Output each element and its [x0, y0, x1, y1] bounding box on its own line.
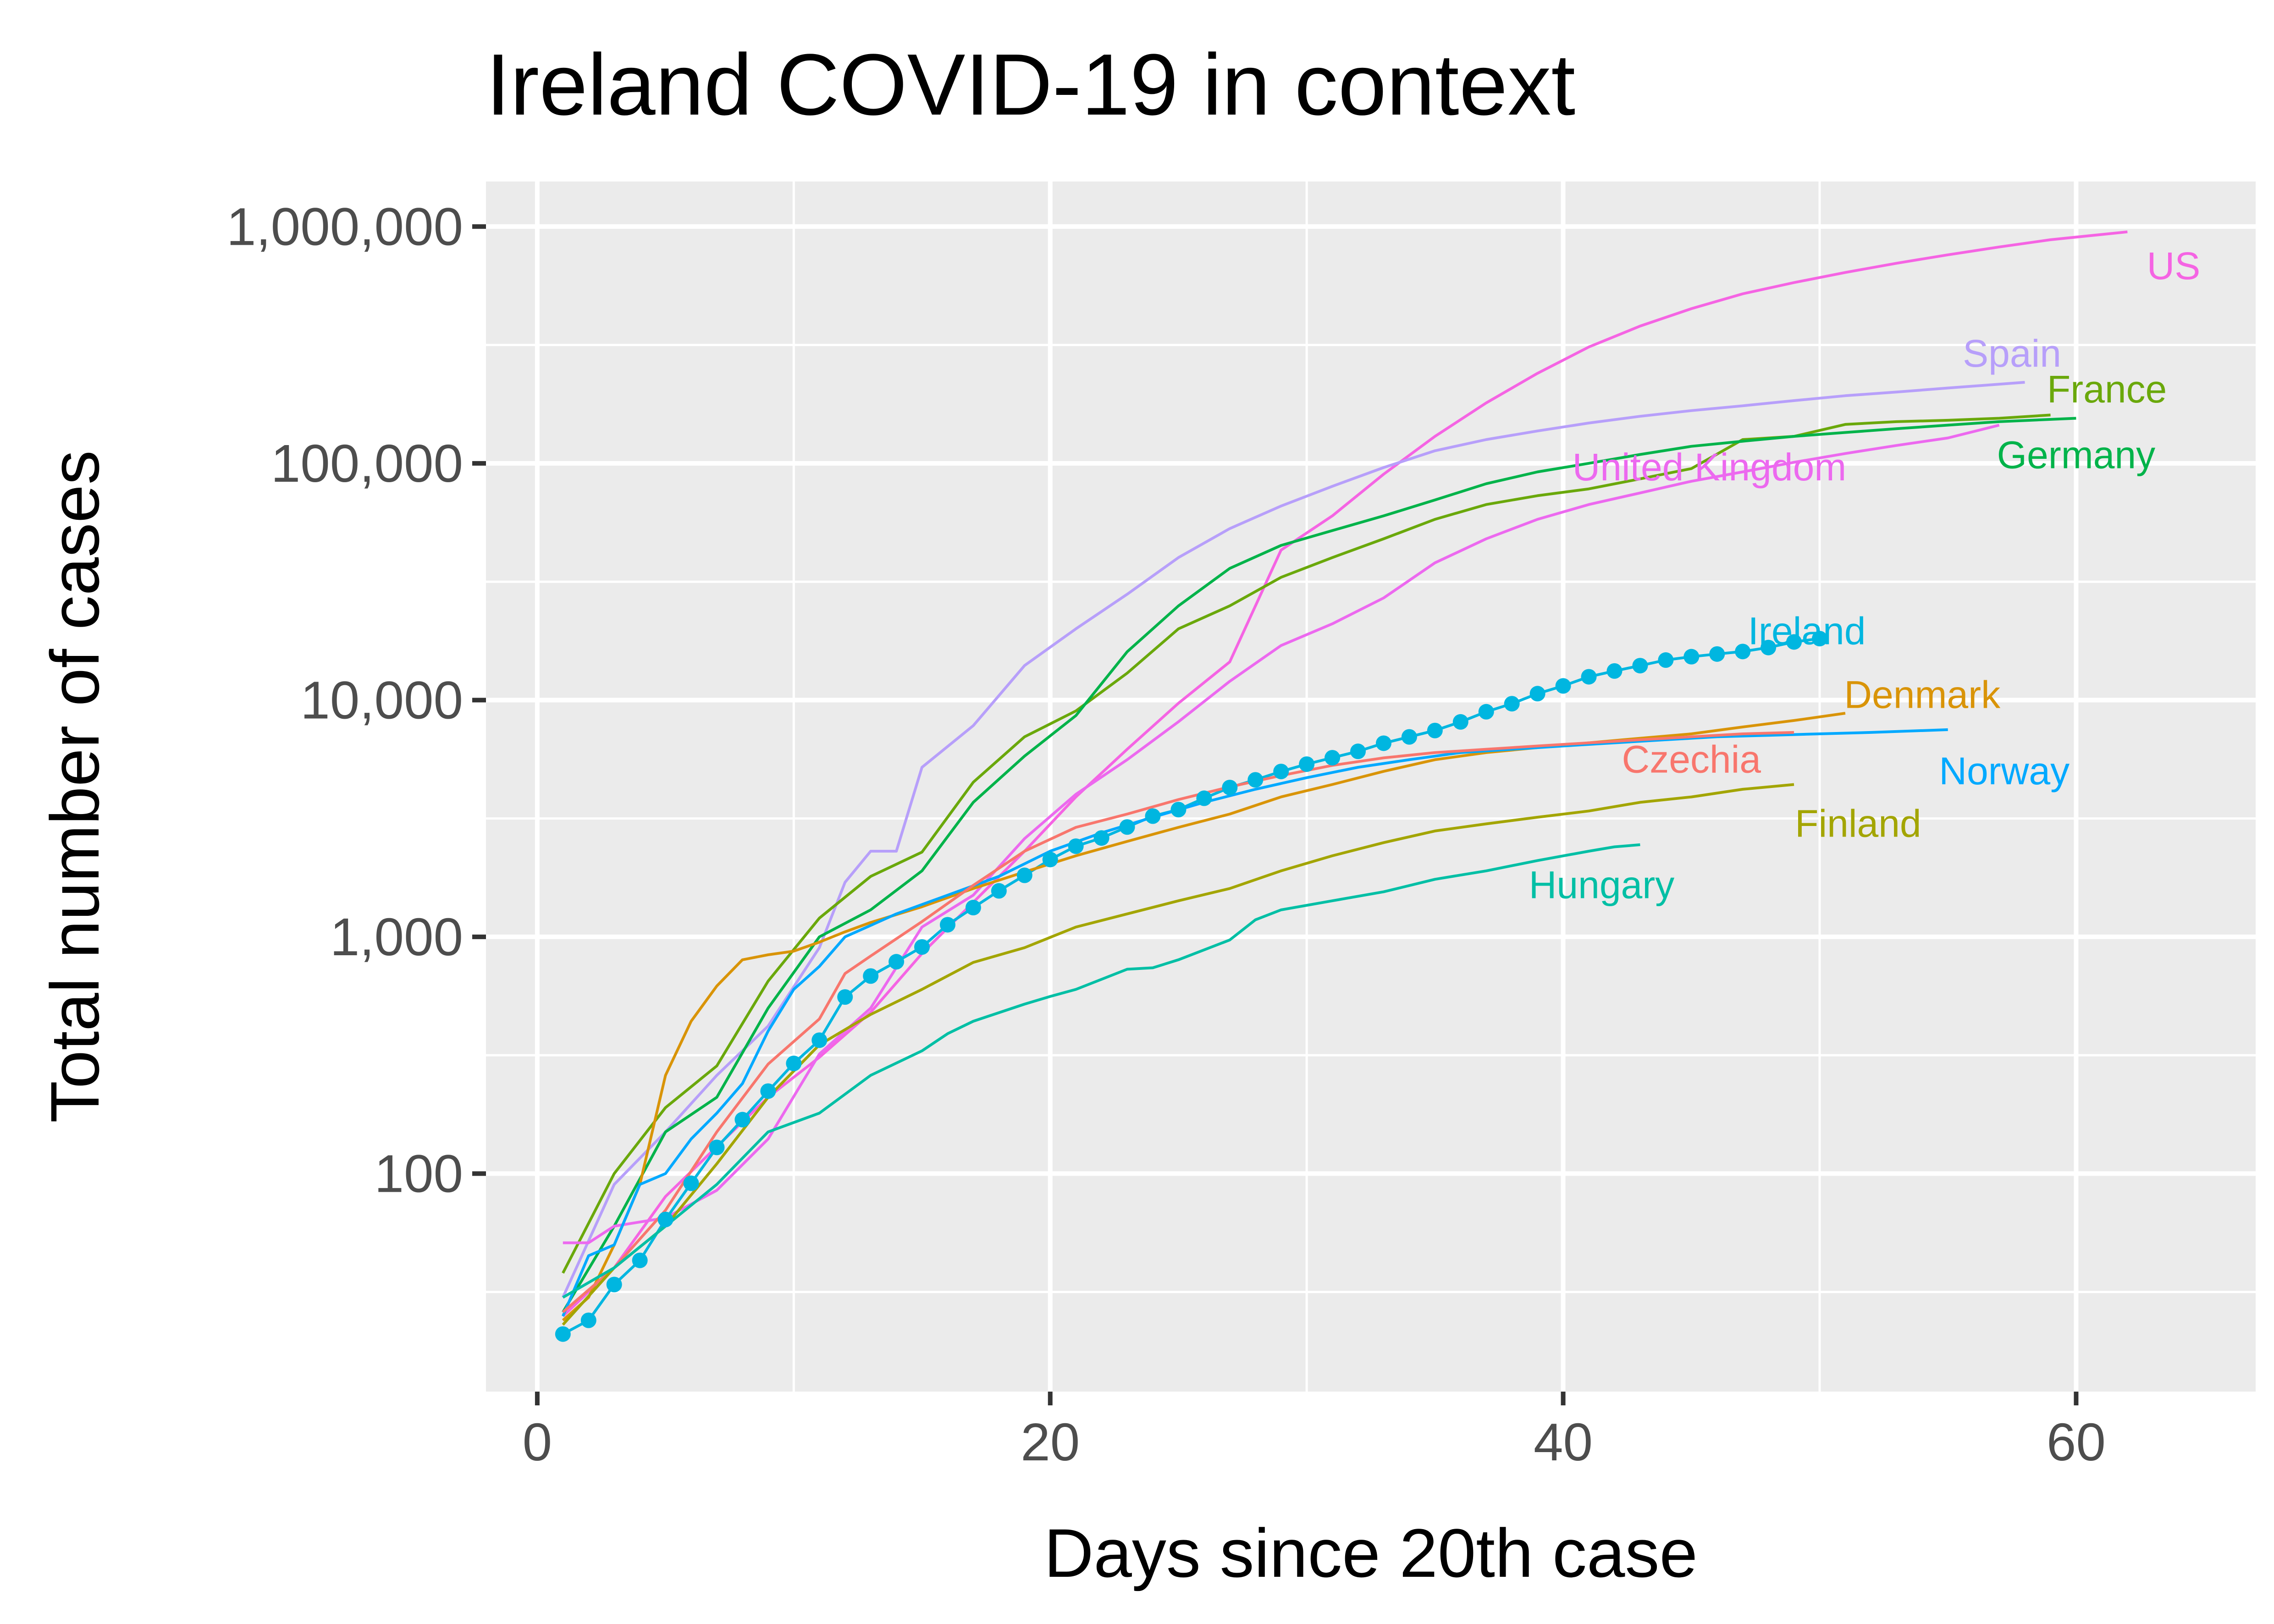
- y-tick-label: 1,000: [330, 907, 463, 967]
- x-tick-label: 60: [2047, 1412, 2106, 1472]
- y-tick-label: 10,000: [300, 670, 463, 730]
- axes: 0 20 40 60 100 1,000 10,000 100,000 1,000,000: [226, 197, 2106, 1472]
- series-point-ireland: [632, 1252, 648, 1268]
- grid: [486, 182, 2256, 1392]
- series-label-czechia: Czechia: [1622, 738, 1761, 781]
- series-point-ireland: [1581, 669, 1597, 685]
- series-point-ireland: [1273, 764, 1289, 780]
- series-point-ireland: [1452, 714, 1468, 730]
- series-point-ireland: [1068, 838, 1084, 854]
- series-point-ireland: [580, 1312, 596, 1328]
- series-point-ireland: [1683, 649, 1700, 665]
- series-line-spain: [562, 381, 2025, 1298]
- series-point-ireland: [734, 1112, 751, 1128]
- series-point-ireland: [1606, 663, 1623, 679]
- series-label-united-kingdom: United Kingdom: [1573, 446, 1847, 489]
- series-point-ireland: [1325, 750, 1341, 766]
- x-tick-label: 40: [1534, 1412, 1593, 1472]
- series-point-ireland: [1093, 830, 1109, 846]
- series-label-hungary: Hungary: [1529, 864, 1675, 907]
- series-label-spain: Spain: [1963, 332, 2061, 375]
- series-point-ireland: [914, 939, 930, 955]
- series-point-ireland: [1016, 867, 1032, 883]
- x-tick-label: 0: [523, 1412, 552, 1472]
- series-point-ireland: [1375, 735, 1391, 751]
- series-point-ireland: [939, 917, 955, 933]
- y-tick-label: 1,000,000: [226, 197, 463, 256]
- series-point-ireland: [760, 1083, 776, 1099]
- series-line-united-kingdom: [563, 424, 2000, 1244]
- series-point-ireland: [709, 1140, 725, 1156]
- series-point-ireland: [1632, 658, 1648, 674]
- series-point-ireland: [991, 883, 1007, 899]
- series-point-ireland: [1709, 646, 1725, 662]
- series-line-czechia: [562, 731, 1794, 1313]
- series-point-ireland: [1478, 704, 1494, 720]
- series-point-ireland: [1786, 634, 1802, 650]
- series-point-ireland: [683, 1175, 699, 1191]
- series-point-ireland: [889, 954, 905, 970]
- series-label-finland: Finland: [1795, 802, 1921, 845]
- series-point-ireland: [863, 968, 879, 984]
- series-point-ireland: [1350, 743, 1366, 760]
- series-point-ireland: [1504, 696, 1520, 712]
- series-point-ireland: [1170, 802, 1187, 818]
- plot-panel: [486, 182, 2256, 1392]
- series-label-france: France: [2047, 368, 2167, 411]
- series-point-ireland: [1247, 772, 1264, 788]
- series-line-germany: [562, 417, 2076, 1313]
- series-lines: [562, 230, 2128, 1336]
- chart-title: Ireland COVID-19 in context: [486, 36, 1575, 133]
- series-label-denmark: Denmark: [1844, 673, 2001, 716]
- series-label-germany: Germany: [1997, 434, 2155, 477]
- series-line-hungary: [562, 843, 1640, 1299]
- y-tick-label: 100,000: [271, 434, 463, 493]
- series-label-us: US: [2147, 244, 2201, 287]
- series-point-ireland: [1555, 678, 1571, 694]
- series-markers: [555, 631, 1827, 1342]
- series-point-ireland: [1735, 644, 1751, 660]
- series-point-ireland: [1119, 819, 1135, 835]
- series-point-ireland: [555, 1326, 571, 1342]
- series-point-ireland: [1299, 756, 1315, 772]
- series-point-ireland: [1222, 780, 1238, 796]
- series-label-ireland: Ireland: [1748, 610, 1866, 653]
- series-point-ireland: [1529, 686, 1545, 702]
- series-point-ireland: [837, 989, 853, 1005]
- series-point-ireland: [606, 1277, 622, 1293]
- x-tick-label: 20: [1021, 1412, 1080, 1472]
- series-point-ireland: [657, 1211, 673, 1228]
- series-label-norway: Norway: [1939, 749, 2070, 793]
- y-tick-label: 100: [374, 1144, 463, 1203]
- series-point-ireland: [1658, 652, 1674, 668]
- series-point-ireland: [1761, 639, 1777, 655]
- series-point-ireland: [965, 900, 981, 916]
- series-point-ireland: [1196, 790, 1212, 806]
- series-point-ireland: [1427, 722, 1443, 738]
- series-point-ireland: [1042, 852, 1058, 868]
- series-point-ireland: [811, 1032, 828, 1048]
- series-point-ireland: [1145, 808, 1161, 824]
- x-axis-title: Days since 20th case: [1044, 1514, 1698, 1591]
- series-point-ireland: [786, 1056, 802, 1072]
- series-line-us: [562, 230, 2128, 1317]
- series-point-ireland: [1401, 729, 1417, 745]
- y-axis-title: Total number of cases: [36, 450, 113, 1123]
- series-point-ireland: [1811, 631, 1827, 647]
